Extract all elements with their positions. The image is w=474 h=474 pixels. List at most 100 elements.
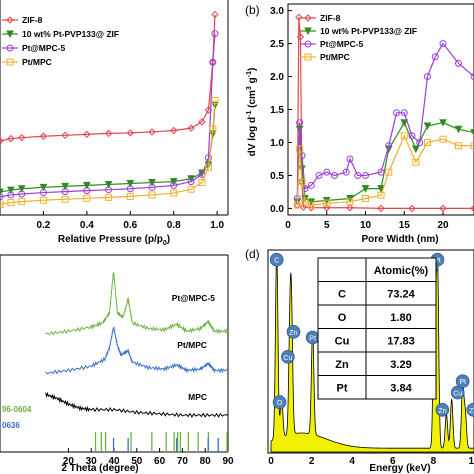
panel-c-xtick-label: 90: [222, 456, 234, 467]
panel-a-xtick-label: 0.8: [167, 220, 181, 231]
peak-label-badge: [466, 403, 474, 417]
panel-b-legend-label: 10 wt% Pt-PVP133@ ZIF: [320, 26, 417, 36]
panel-b-legend: ZIF-8 10 wt% Pt-PVP133@ ZIF Pt@MPC-5 Pt/MPC: [300, 13, 417, 62]
panel-c-series: [45, 271, 229, 418]
panel-b-ytick-label: 0.5: [270, 171, 284, 182]
panel-c-xtick-label: 70: [177, 456, 189, 467]
peak-label-badge: [435, 402, 450, 417]
ref-green-annotation: 96-0604: [2, 405, 32, 414]
panel-b-point: [301, 185, 309, 193]
panel-d-xtick-label: 0: [268, 456, 274, 467]
panel-b-point: [323, 168, 331, 176]
panel-d-xtick-label: 4: [349, 456, 355, 467]
panel-b-point: [416, 138, 424, 146]
panel-d: (d) 0246810 COZnCuPtPtCuZnCuPtZn Atomic(…: [245, 247, 474, 474]
panel-a-point: [18, 190, 26, 198]
panel-b-point: [296, 145, 304, 153]
panel-b-point: [346, 198, 354, 206]
panel-c-series-line-1: [45, 326, 229, 375]
peak-label: C: [274, 258, 279, 265]
panel-b-point: [400, 119, 409, 127]
panel-c-xtick-label: 20: [63, 456, 75, 467]
panel-c-xtick-label: 40: [108, 456, 120, 467]
panel-b-point: [296, 33, 305, 41]
panel-b-point: [307, 181, 315, 189]
panel-c-series-label: Pt/MPC: [177, 340, 207, 350]
panel-b-xtick-label: 15: [399, 220, 411, 231]
atomic-table-value: 3.29: [390, 359, 411, 371]
panel-a-point: [126, 192, 134, 200]
panel-a-point: [211, 10, 219, 19]
panel-a-legend-marker: [6, 58, 14, 66]
panel-b-point: [408, 132, 416, 140]
panel-a-point: [39, 132, 48, 140]
panel-b-point: [323, 204, 331, 212]
atomic-table-element: Pt: [337, 382, 348, 394]
panel-a-xlabel: Relative Pressure (p/p0): [58, 234, 170, 247]
panel-c-series-label: MPC: [188, 392, 207, 402]
panel-b-point: [439, 40, 447, 48]
panel-a-point: [204, 154, 212, 162]
panel-b-ytick-label: 0.0: [270, 204, 284, 215]
panel-d-xtick-label: 10: [468, 456, 474, 467]
panel-c-xlabel: 2 Theta (degree): [61, 463, 138, 474]
panel-b-point: [454, 125, 463, 134]
panel-a-point: [83, 187, 91, 195]
panel-b-point: [307, 204, 315, 212]
peak-label: Pt: [459, 379, 466, 386]
panel-b-point: [470, 142, 474, 150]
panel-b-point: [298, 165, 306, 173]
panel-a-xtick-label: 1.0: [210, 220, 224, 231]
ref-blue-annotation: 0636: [2, 421, 20, 430]
panel-b-point: [408, 204, 416, 213]
panel-d-frame: [267, 249, 474, 454]
panel-a-point: [104, 180, 113, 189]
atomic-table-value: 73.24: [387, 288, 415, 300]
panel-c: 20 30 40 50 60 70 80 90 96-0604 0636 2 Theta (d…: [0, 254, 234, 474]
panel-d-label: (d): [245, 247, 260, 261]
panel-a-legend-label: Pt/MPC: [22, 57, 52, 67]
panel-b-point: [307, 201, 315, 209]
panel-a: 0.2 0.4 0.6 0.8 1.0 Relative Pressure (p/p0)…: [0, 0, 229, 247]
panel-a-point: [61, 131, 69, 140]
panel-a-point: [104, 129, 113, 138]
panel-a-point: [126, 185, 134, 193]
panel-b-series-line-2: [296, 42, 474, 199]
panel-b-ytick-label: 1.5: [270, 105, 284, 116]
panel-b-series: [293, 13, 474, 213]
panel-b-point: [423, 122, 432, 131]
panel-a-legend-label: ZIF-8: [22, 15, 43, 25]
panel-b: (b) 0 5 10 15 20 0.0 0.5 1.0 1.5 2.0 2.5 3.0 dV log…: [245, 3, 474, 245]
panel-b-point: [439, 119, 447, 127]
panel-a-legend-marker: [6, 44, 14, 52]
panel-b-xtick-label: 20: [437, 220, 449, 231]
panel-b-point: [298, 178, 306, 186]
panel-a-point: [170, 181, 178, 189]
peak-label: Zn: [438, 408, 446, 415]
panel-b-point: [362, 171, 369, 179]
peak-label: Zn: [469, 408, 474, 415]
panel-a-series-line-2: [0, 33, 216, 198]
panel-b-ylabel: dV log d-1 (cm3 g-1): [246, 68, 258, 157]
peak-label: Cu: [283, 355, 292, 362]
panel-b-series-line-3: [296, 134, 474, 206]
peak-label: Zn: [289, 330, 297, 337]
panel-a-point: [83, 181, 91, 190]
atomic-table-element: Zn: [335, 359, 349, 371]
panel-c-xtick-label: 30: [86, 456, 98, 467]
panel-b-xtick-label: 5: [324, 220, 330, 231]
panel-a-point: [198, 179, 206, 187]
panel-c-series-labels: Pt@MPC-5 Pt/MPC MPC: [172, 293, 216, 402]
panel-a-point: [209, 58, 217, 66]
panel-a-point: [0, 137, 4, 145]
panel-b-point: [299, 203, 308, 211]
panel-b-point: [293, 201, 301, 209]
panel-a-point: [170, 189, 178, 197]
panel-b-point: [431, 53, 439, 61]
panel-d-xlabel: Energy (keV): [369, 463, 430, 474]
panel-b-ytick-label: 2.0: [270, 72, 284, 83]
panel-a-series-line-0: [0, 14, 216, 142]
peak-label-badge: [269, 252, 284, 267]
panel-c-xtick-label: 80: [200, 456, 212, 467]
panel-a-point: [170, 126, 178, 135]
